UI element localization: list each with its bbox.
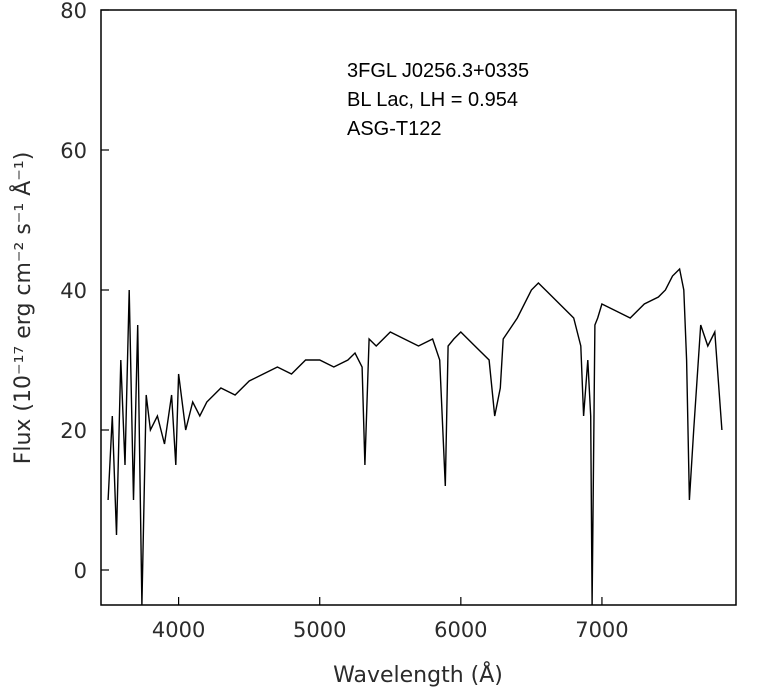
x-tick-label: 4000 [152,618,205,642]
y-tick-label: 40 [60,279,87,303]
plot-frame [100,9,737,606]
spectrum-line [107,267,723,606]
y-tick-label: 20 [60,419,87,443]
annotation-line-1: 3FGL J0256.3+0335 [347,60,529,82]
x-tick-label: 6000 [434,618,487,642]
y-tick-label: 0 [74,559,87,583]
x-tick-label: 5000 [293,618,346,642]
y-tick-label: 80 [60,0,87,23]
ticks-layer: 4000 5000 6000 7000 0 20 40 60 80 [60,0,628,642]
y-tick-label: 60 [60,139,87,163]
x-axis-title: Wavelength (Å) [333,661,503,688]
x-tick-label: 7000 [575,618,628,642]
annotation-line-3: ASG-T122 [347,118,441,140]
y-axis-title: Flux (10⁻¹⁷ erg cm⁻² s⁻¹ Å⁻¹) [9,152,36,465]
annotation-line-2: BL Lac, LH = 0.954 [347,89,518,111]
series-layer [107,267,723,606]
